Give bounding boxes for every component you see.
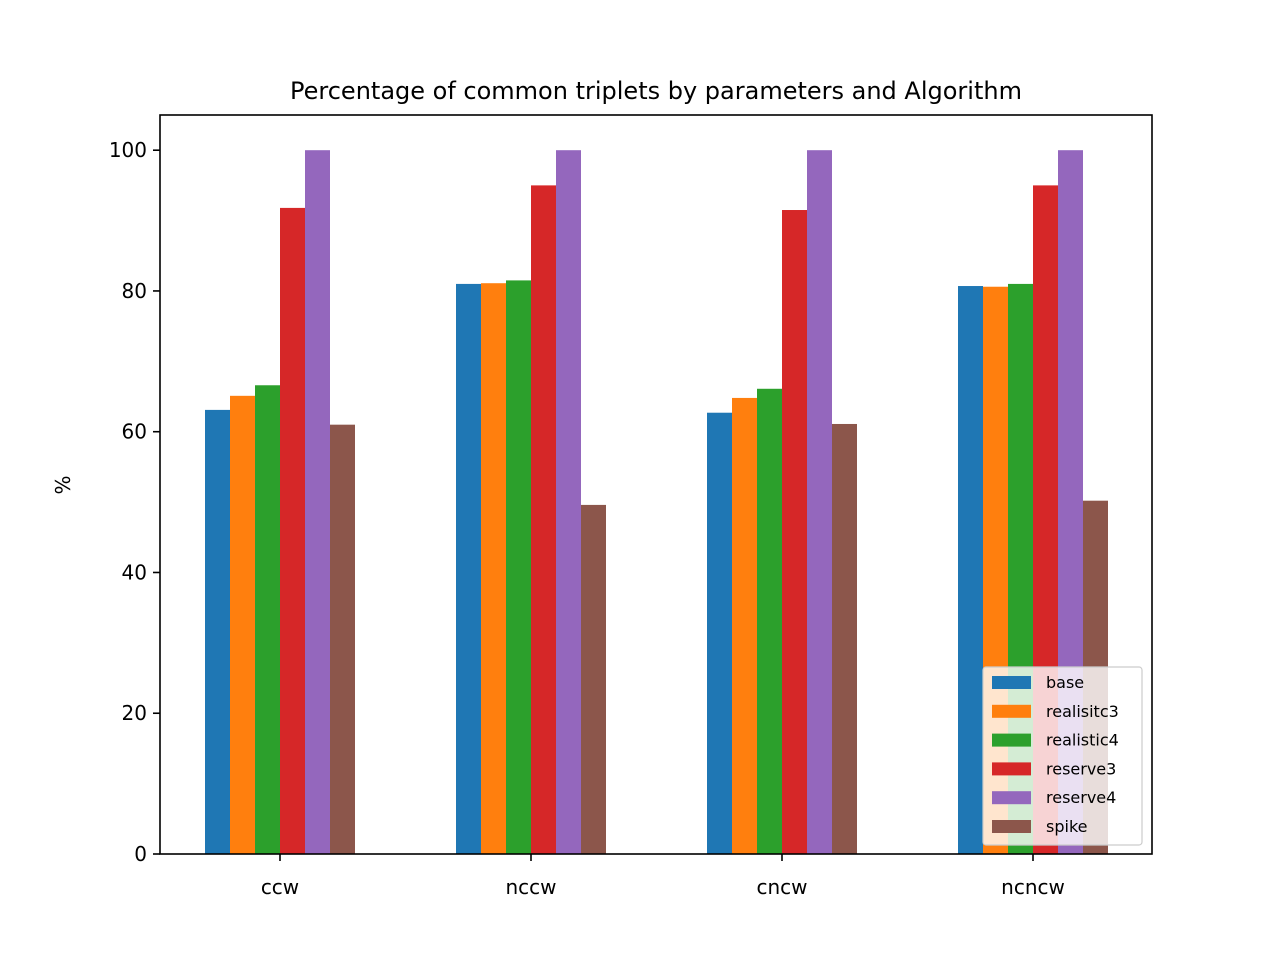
bar-reserve4-cncw [807,150,832,854]
bar-realistic4-nccw [506,280,531,854]
legend-swatch-reserve4 [992,791,1031,805]
bar-spike-cncw [832,423,857,854]
plot-frame [159,114,1153,855]
y-tick-label: 60 [122,420,147,444]
legend-swatch-realisitc3 [992,704,1031,718]
y-tick-label: 40 [122,560,147,584]
bar-base-ccw [205,409,230,854]
y-tick-label: 100 [109,138,147,162]
bar-realisitc3-ccw [230,395,255,854]
bar-realisitc3-cncw [732,397,757,854]
x-tick-label: cncw [756,875,807,899]
y-axis-label: % [51,475,75,494]
legend: base realisitc3 realistic4 reserve3 reserve4… [982,666,1143,846]
bar-reserve3-nccw [531,185,556,854]
bars-layer [205,150,1108,855]
legend-swatch-spike [992,820,1031,833]
legend-label-realisitc3: realisitc3 [1046,702,1119,721]
bar-reserve4-nccw [556,150,581,854]
bar-spike-ccw [330,424,355,854]
y-tick-label: 0 [134,842,147,866]
x-tick-label: ncncw [1001,875,1065,899]
legend-swatch-realistic4 [992,733,1031,747]
bar-reserve4-ccw [305,150,330,854]
legend-label-base: base [1046,673,1084,692]
y-tick-label: 20 [122,701,147,725]
bar-realistic4-ccw [255,385,280,854]
bar-spike-nccw [581,504,606,854]
bar-base-cncw [707,412,732,854]
legend-label-realistic4: realistic4 [1046,731,1119,750]
x-tick-label: nccw [505,875,556,899]
x-tick-label: ccw [261,875,299,899]
legend-swatch-base [992,676,1031,689]
legend-swatch-reserve3 [992,762,1031,776]
bar-base-ncncw [958,286,983,854]
bar-reserve3-cncw [782,210,807,854]
bar-base-nccw [456,283,481,854]
axes-layer: 0 20 40 60 80 100 ccw nccw cncw ncncw [109,114,1153,899]
legend-label-reserve3: reserve3 [1046,759,1116,778]
chart-title: Percentage of common triplets by paramet… [290,77,1022,105]
bar-realistic4-cncw [757,388,782,854]
bar-reserve3-ccw [280,207,305,855]
legend-label-spike: spike [1046,817,1087,836]
bar-realisitc3-nccw [481,283,506,855]
y-tick-label: 80 [122,279,147,303]
legend-label-reserve4: reserve4 [1046,788,1116,807]
